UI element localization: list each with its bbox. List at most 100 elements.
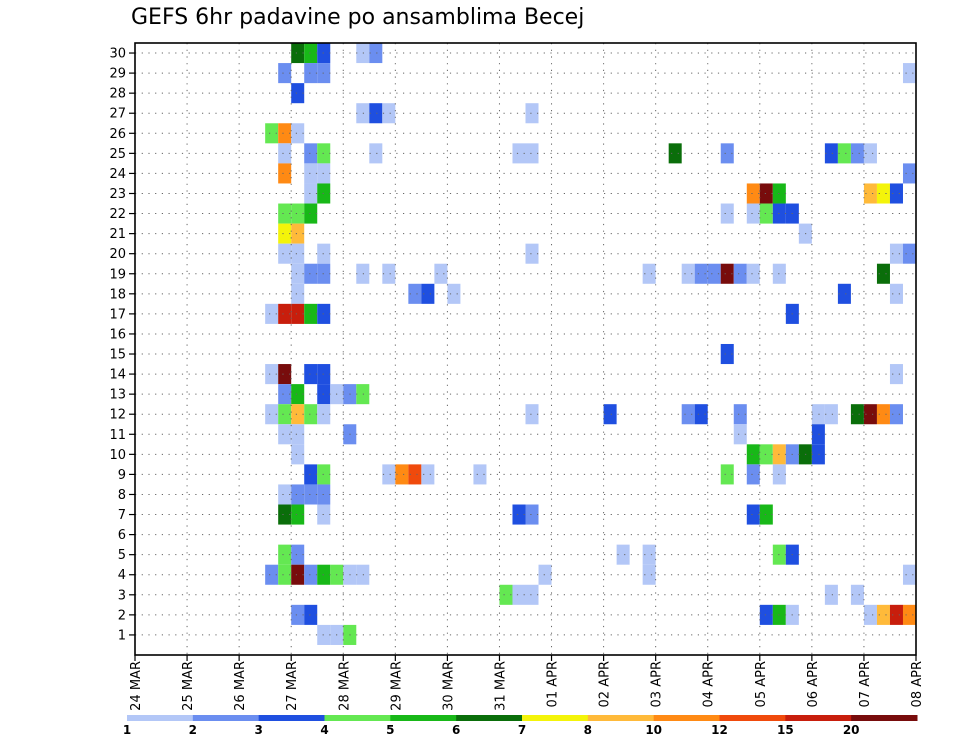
heatmap-cell (304, 183, 318, 204)
heatmap-cell (863, 143, 877, 164)
heatmap-cell (304, 43, 318, 64)
heatmap-cell (889, 364, 903, 385)
heatmap-cell (681, 263, 695, 284)
heatmap-cell (265, 123, 279, 144)
heatmap-cell (811, 424, 825, 445)
y-tick-label: 12 (109, 408, 126, 423)
heatmap-cell (304, 303, 318, 324)
heatmap-cell (408, 283, 422, 304)
heatmap-cell (681, 404, 695, 425)
heatmap-cell (473, 464, 487, 485)
heatmap-cell (291, 444, 305, 465)
heatmap-cell (369, 43, 383, 64)
heatmap-cell (746, 504, 760, 525)
heatmap-cell (421, 283, 435, 304)
heatmap-cell (759, 504, 773, 525)
heatmap-cell (382, 263, 396, 284)
colorbar-label: 8 (584, 723, 592, 737)
colorbar-swatch (785, 715, 852, 721)
heatmap-cell (304, 364, 318, 385)
colorbar-swatch (522, 715, 589, 721)
heatmap-cell (278, 203, 292, 224)
heatmap-cell (408, 464, 422, 485)
y-tick-label: 15 (109, 348, 126, 363)
heatmap-cell (304, 143, 318, 164)
heatmap-cell (642, 263, 656, 284)
x-tick-label: 02 APR (598, 661, 613, 707)
colorbar-swatch (456, 715, 523, 721)
x-tick-label: 04 APR (702, 661, 717, 707)
y-tick-label: 3 (118, 588, 126, 603)
heatmap-cell (278, 544, 292, 565)
colorbar-label: 5 (386, 723, 394, 737)
heatmap-cell (278, 404, 292, 425)
heatmap-cell (278, 223, 292, 244)
heatmap-cell (304, 203, 318, 224)
heatmap-cell (824, 584, 838, 605)
y-tick-label: 1 (118, 628, 126, 643)
y-tick-label: 24 (109, 167, 126, 182)
heatmap-cell (824, 143, 838, 164)
heatmap-cell (447, 283, 461, 304)
heatmap-cell (863, 183, 877, 204)
heatmap-cell (265, 404, 279, 425)
heatmap-cell (512, 584, 526, 605)
heatmap-cell (720, 343, 734, 365)
heatmap-cell (304, 404, 318, 425)
heatmap-cell (694, 263, 708, 284)
y-tick-label: 8 (118, 488, 126, 503)
heatmap-cell (525, 504, 539, 525)
heatmap-cell (720, 143, 734, 164)
heatmap-cell (733, 404, 747, 425)
heatmap-cell (369, 143, 383, 164)
heatmap-cell (902, 163, 916, 184)
heatmap-cell (291, 424, 305, 445)
heatmap-cell (837, 143, 851, 164)
heatmap-cell (876, 263, 890, 284)
y-tick-label: 10 (109, 448, 126, 463)
heatmap-cells (265, 43, 916, 645)
heatmap-cell (434, 263, 448, 284)
heatmap-cell (278, 384, 292, 405)
y-tick-label: 11 (109, 428, 126, 443)
heatmap-cell (278, 123, 292, 144)
heatmap-cell (291, 123, 305, 144)
heatmap-cell (278, 484, 292, 505)
heatmap-cell (525, 584, 539, 605)
colorbar-swatch (390, 715, 457, 721)
heatmap-cell (759, 183, 773, 204)
heatmap-cell (395, 464, 409, 485)
colorbar-swatch (127, 715, 194, 721)
heatmap-cell (525, 143, 539, 164)
heatmap-cell (746, 444, 760, 465)
heatmap-cell (642, 544, 656, 565)
heatmap-cell (733, 424, 747, 445)
heatmap-cell (304, 263, 318, 284)
heatmap-cell (902, 604, 916, 625)
heatmap-cell (499, 584, 513, 605)
heatmap-cell (278, 243, 292, 264)
heatmap-cell (889, 283, 903, 304)
heatmap-cell (876, 604, 890, 625)
heatmap-cell (668, 143, 682, 164)
heatmap-cell (746, 203, 760, 224)
colorbar-swatch (258, 715, 325, 721)
y-tick-label: 22 (109, 207, 126, 222)
heatmap-cell (707, 263, 721, 284)
heatmap-cell (304, 564, 318, 585)
y-tick-label: 5 (118, 548, 126, 563)
heatmap-cell (291, 504, 305, 525)
y-tick-label: 29 (109, 67, 126, 82)
x-tick-label: 07 APR (858, 661, 873, 707)
y-tick-label: 20 (109, 247, 126, 262)
y-tick-label: 26 (109, 127, 126, 142)
y-tick-label: 7 (118, 508, 126, 523)
heatmap-cell (304, 163, 318, 184)
heatmap-cell (291, 83, 305, 104)
heatmap-cell (265, 303, 279, 324)
heatmap-cell (512, 143, 526, 164)
colorbar-swatch (851, 715, 918, 721)
heatmap-cell (278, 163, 292, 184)
heatmap-cell (850, 584, 864, 605)
y-tick-label: 27 (109, 107, 126, 122)
